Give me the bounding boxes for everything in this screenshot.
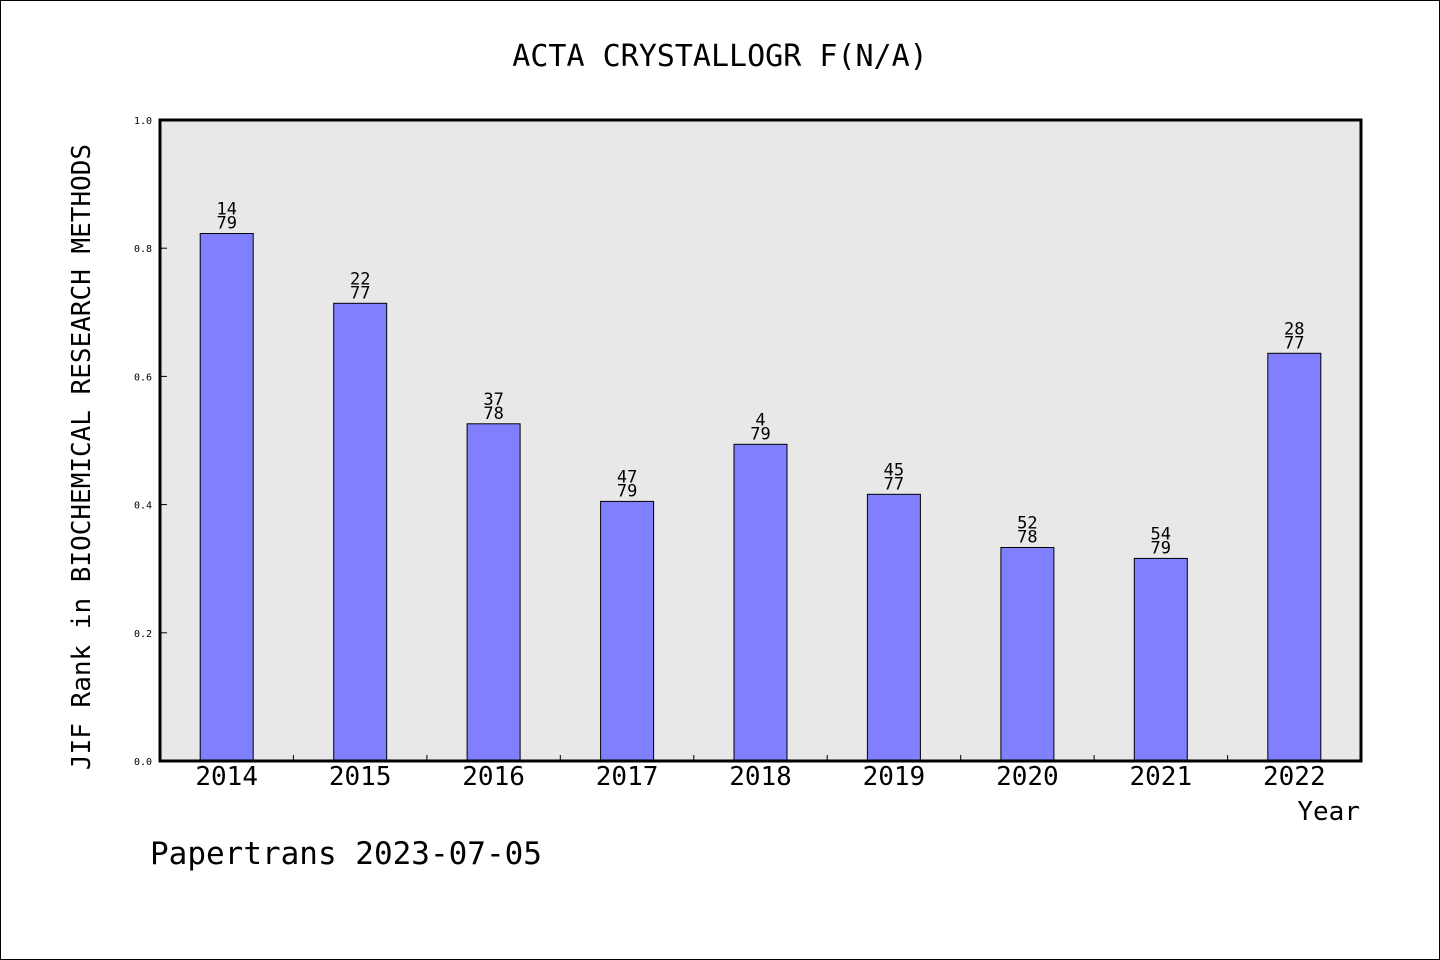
bar-label-top-2020: 52: [1017, 514, 1037, 534]
bar-label-bottom-2020: 78: [1017, 528, 1037, 548]
x-tick-label-2016: 2016: [462, 762, 525, 792]
bar-2014: [199, 233, 254, 762]
bar-label-bottom-2015: 77: [350, 283, 370, 303]
bar-label-top-2017: 47: [617, 467, 637, 487]
bar-2015: [333, 302, 388, 762]
bar-label-bottom-2022: 77: [1284, 333, 1304, 353]
bar-label-top-2019: 45: [884, 460, 904, 480]
bar-2022: [1267, 352, 1322, 762]
x-tick-label-2020: 2020: [996, 762, 1059, 792]
y-axis-label: JIF Rank in BIOCHEMICAL RESEARCH METHODS: [67, 144, 97, 770]
x-tick-label-2017: 2017: [596, 762, 659, 792]
bars-group: [199, 233, 1322, 762]
y-tick-label-0.8: 0.8: [134, 244, 152, 255]
bar-2016: [466, 423, 521, 762]
x-tick-label-2014: 2014: [195, 762, 258, 792]
bar-label-top-2022: 28: [1284, 319, 1304, 339]
bar-label-top-2015: 22: [350, 269, 370, 289]
bar-label-top-2021: 54: [1151, 524, 1171, 544]
bar-2021: [1133, 557, 1188, 762]
y-tick-label-0.2: 0.2: [134, 629, 152, 640]
footer-credit: Papertrans 2023-07-05: [150, 836, 542, 872]
x-tick-label-2019: 2019: [863, 762, 926, 792]
bar-label-bottom-2014: 79: [216, 214, 236, 234]
bar-label-bottom-2016: 78: [483, 404, 503, 424]
bar-2020: [1000, 547, 1055, 762]
bar-label-top-2014: 14: [216, 200, 236, 220]
x-tick-label-2022: 2022: [1263, 762, 1326, 792]
y-tick-label-0.6: 0.6: [134, 372, 152, 383]
x-axis-label: Year: [1297, 797, 1360, 827]
bar-label-bottom-2019: 77: [884, 474, 904, 494]
plot-border: [158, 118, 1363, 763]
chart-title: ACTA CRYSTALLOGR F(N/A): [512, 39, 927, 74]
bar-label-bottom-2017: 79: [617, 481, 637, 501]
x-ticks-group: 2014 2015 2016 2017 2018 2019 2020 2021 2022: [195, 755, 1326, 792]
bar-label-bottom-2021: 79: [1151, 538, 1171, 558]
y-tick-label-0.4: 0.4: [134, 501, 152, 512]
bar-label-top-2016: 37: [483, 390, 503, 410]
bar-2017: [600, 500, 655, 762]
bar-label-bottom-2018: 79: [750, 424, 770, 444]
bar-2018: [733, 443, 788, 762]
x-tick-label-2021: 2021: [1129, 762, 1192, 792]
y-tick-label-1.0: 1.0: [134, 116, 152, 127]
y-tick-label-0.0: 0.0: [134, 757, 152, 768]
x-tick-label-2018: 2018: [729, 762, 792, 792]
bar-label-top-2018: 4: [755, 410, 765, 430]
x-tick-label-2015: 2015: [329, 762, 392, 792]
bar-2019: [866, 493, 921, 762]
